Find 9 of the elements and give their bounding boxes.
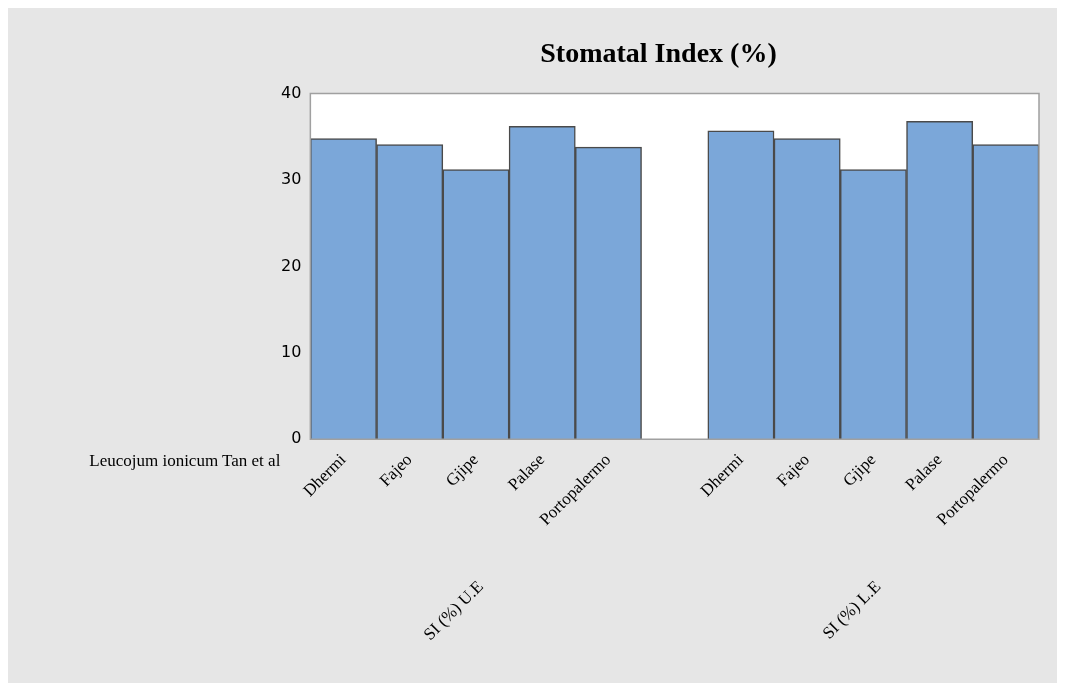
text: Leucojum ionicum Tan et al [89, 450, 281, 470]
chart-title: Stomatal Index (%) [540, 37, 777, 69]
y-tick-label: 0 [291, 428, 302, 448]
text: SI (%) U.E [419, 576, 487, 644]
y-tick-label: 40 [281, 82, 302, 102]
y-tick-label: 20 [281, 255, 302, 275]
y-tick-label: 10 [281, 341, 302, 361]
text: SI (%) L.E [818, 576, 885, 643]
y-tick-label: 30 [281, 169, 302, 189]
